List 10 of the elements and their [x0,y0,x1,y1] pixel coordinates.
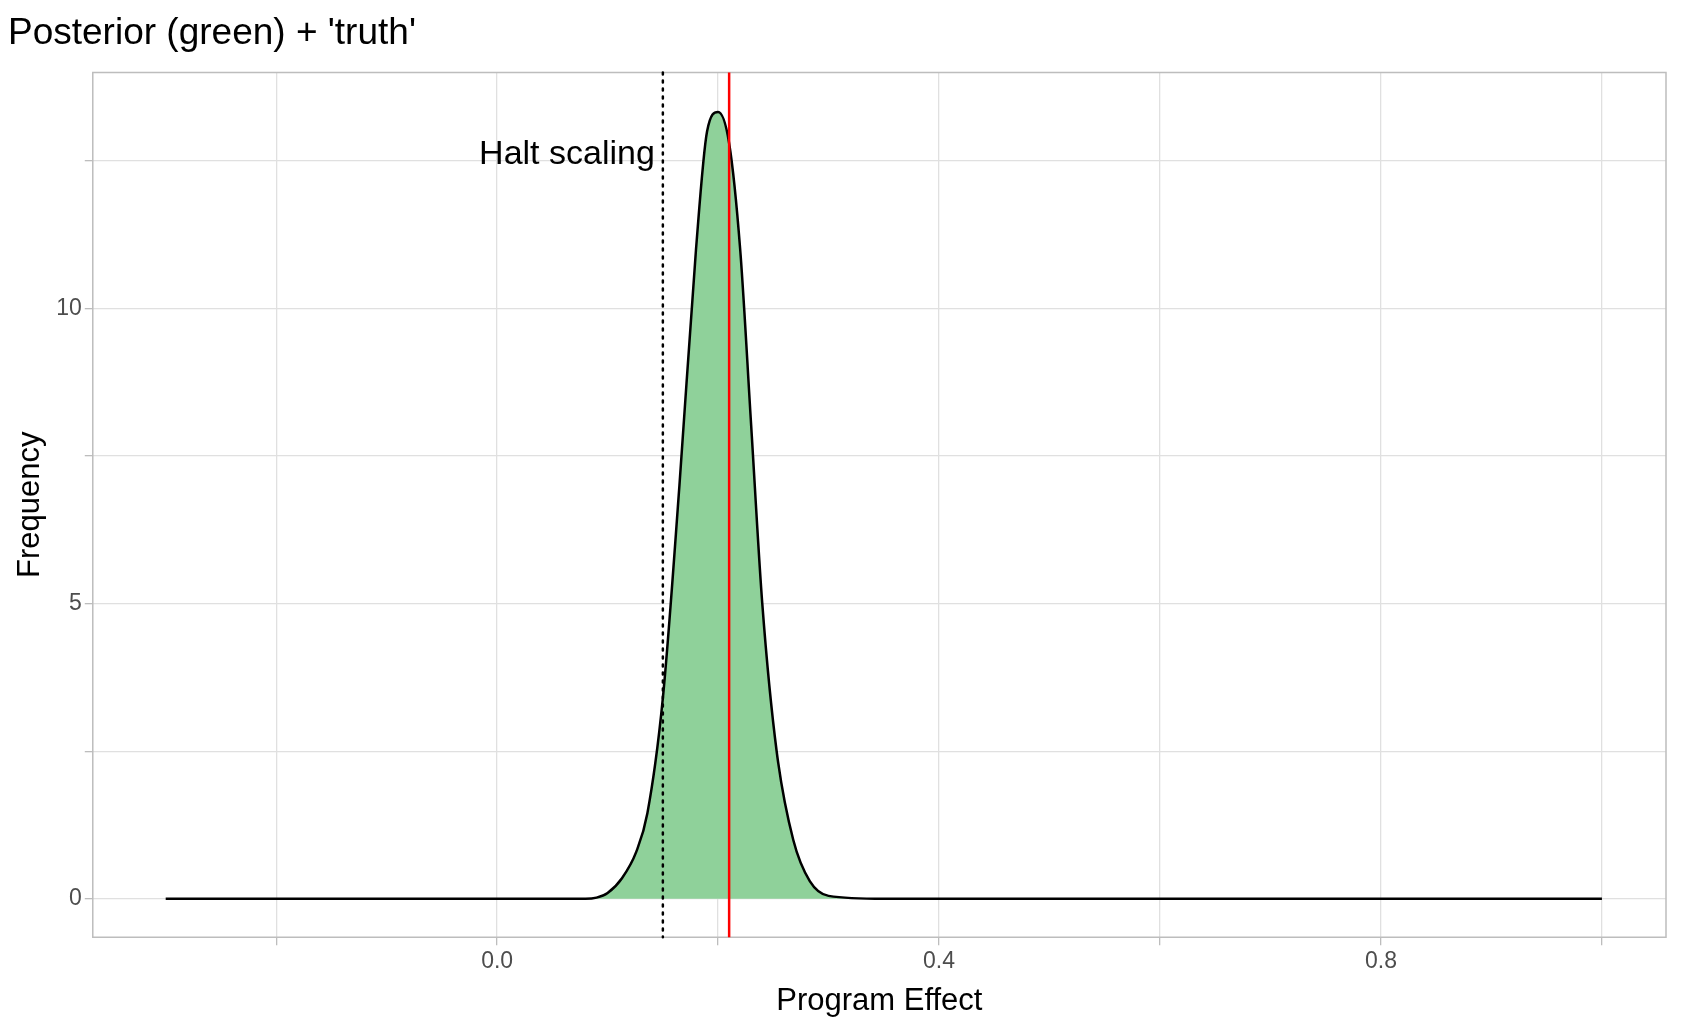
x-tick-label: 0.8 [1364,947,1397,974]
x-axis-title: Program Effect [776,981,983,1017]
x-tick-label: 0.4 [923,947,956,974]
chart-title: Posterior (green) + 'truth' [8,11,416,53]
y-tick-label: 0 [68,884,82,911]
y-tick-label: 5 [68,589,82,616]
ref-line-label: Halt scaling [479,132,655,171]
y-axis-title: Frequency [11,431,47,579]
y-tick-label: 10 [56,293,82,320]
x-tick-label: 0.0 [481,947,514,974]
